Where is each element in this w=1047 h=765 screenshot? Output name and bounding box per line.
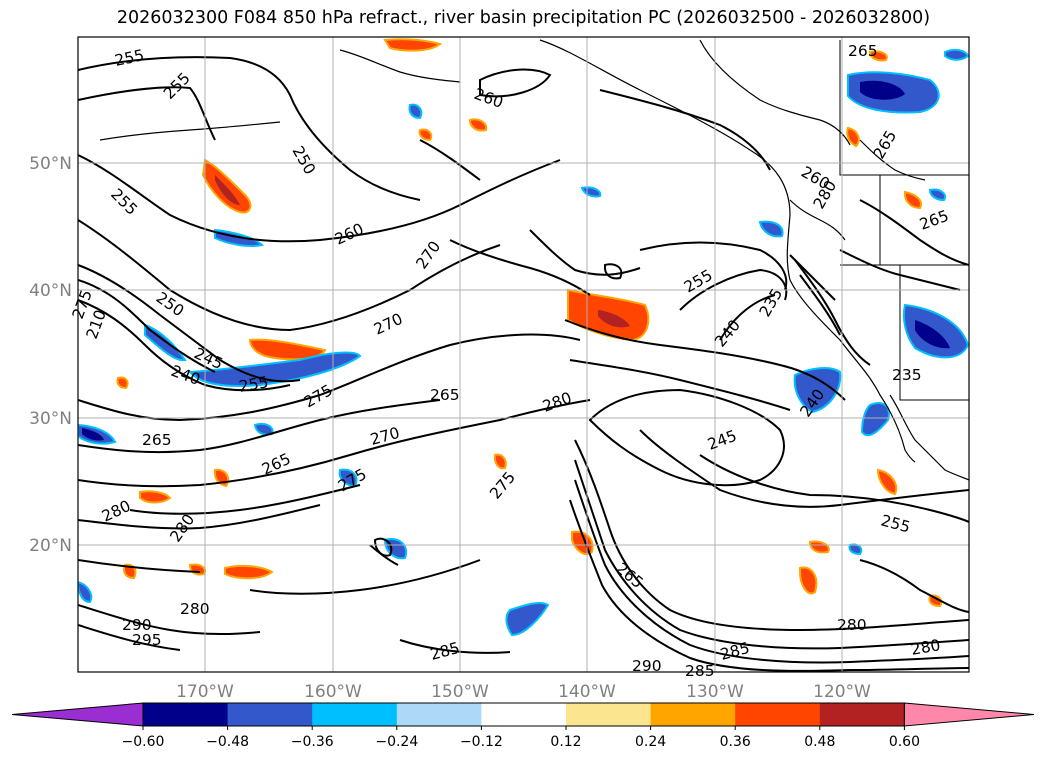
latitude-labels: 50°N 40°N 30°N 20°N [29,154,72,556]
colorbar-segment [227,703,313,726]
lon-label-150w: 150°W [431,682,489,702]
colorbar-tick-label: −0.36 [291,734,334,750]
colorbar-tick-label: 0.24 [635,734,666,750]
map-panel [78,37,969,672]
contour-label: 265 [848,42,878,60]
contour-label: 280 [180,600,210,618]
contour-label: 265 [142,431,172,449]
lat-label-40n: 40°N [29,281,72,301]
colorbar-extend-high [903,702,1035,727]
colorbar-tick-label: −0.24 [375,734,418,750]
contour-label: 290 [122,616,152,634]
graticule [78,37,969,672]
contour-label: 255 [238,373,270,396]
page-title: 2026032300 F084 850 hPa refract., river … [116,8,931,28]
colorbar-segment [312,703,398,726]
colorbar-tick-label: 0.60 [889,734,920,750]
longitude-labels: 170°W 160°W 150°W 140°W 130°W 120°W [176,682,871,702]
contour-label: 255 [113,46,146,70]
colorbar-segment [396,703,482,726]
contour-label: 265 [430,386,460,404]
colorbar-tick-label: 0.12 [550,734,581,750]
colorbar-tick-label: −0.60 [122,734,165,750]
borders [839,40,969,401]
contour-lines [78,56,969,672]
lat-label-20n: 20°N [29,536,72,556]
lon-label-130w: 130°W [686,682,744,702]
lon-label-120w: 120°W [813,682,871,702]
contour-label: 280 [910,636,942,659]
colorbar: −0.60 −0.48 −0.36 −0.24 −0.12 0.12 0.24 0.36 0.4… [11,702,1035,750]
colorbar-extend-low [11,702,144,727]
colorbar-segment [819,703,905,726]
colorbar-tick-label: 0.48 [804,734,835,750]
contour-label: 290 [632,657,662,675]
colorbar-frame [142,702,905,727]
colorbar-segment [566,703,652,726]
contour-label: 235 [892,366,922,384]
colorbar-tick-label: −0.12 [460,734,503,750]
colorbar-tick-label: −0.48 [206,734,249,750]
lon-label-160w: 160°W [304,682,362,702]
contour-label: 280 [837,616,867,634]
lat-label-50n: 50°N [29,154,72,174]
lat-label-30n: 30°N [29,409,72,429]
colorbar-segment [735,703,821,726]
colorbar-segment [481,703,567,726]
lon-label-140w: 140°W [558,682,616,702]
colorbar-segment [650,703,736,726]
map-frame [77,36,970,673]
contour-label: 295 [132,631,162,649]
contour-label: 285 [685,662,715,680]
colorbar-tick-label: 0.36 [720,734,751,750]
lon-label-170w: 170°W [176,682,234,702]
colorbar-segment [143,703,229,726]
